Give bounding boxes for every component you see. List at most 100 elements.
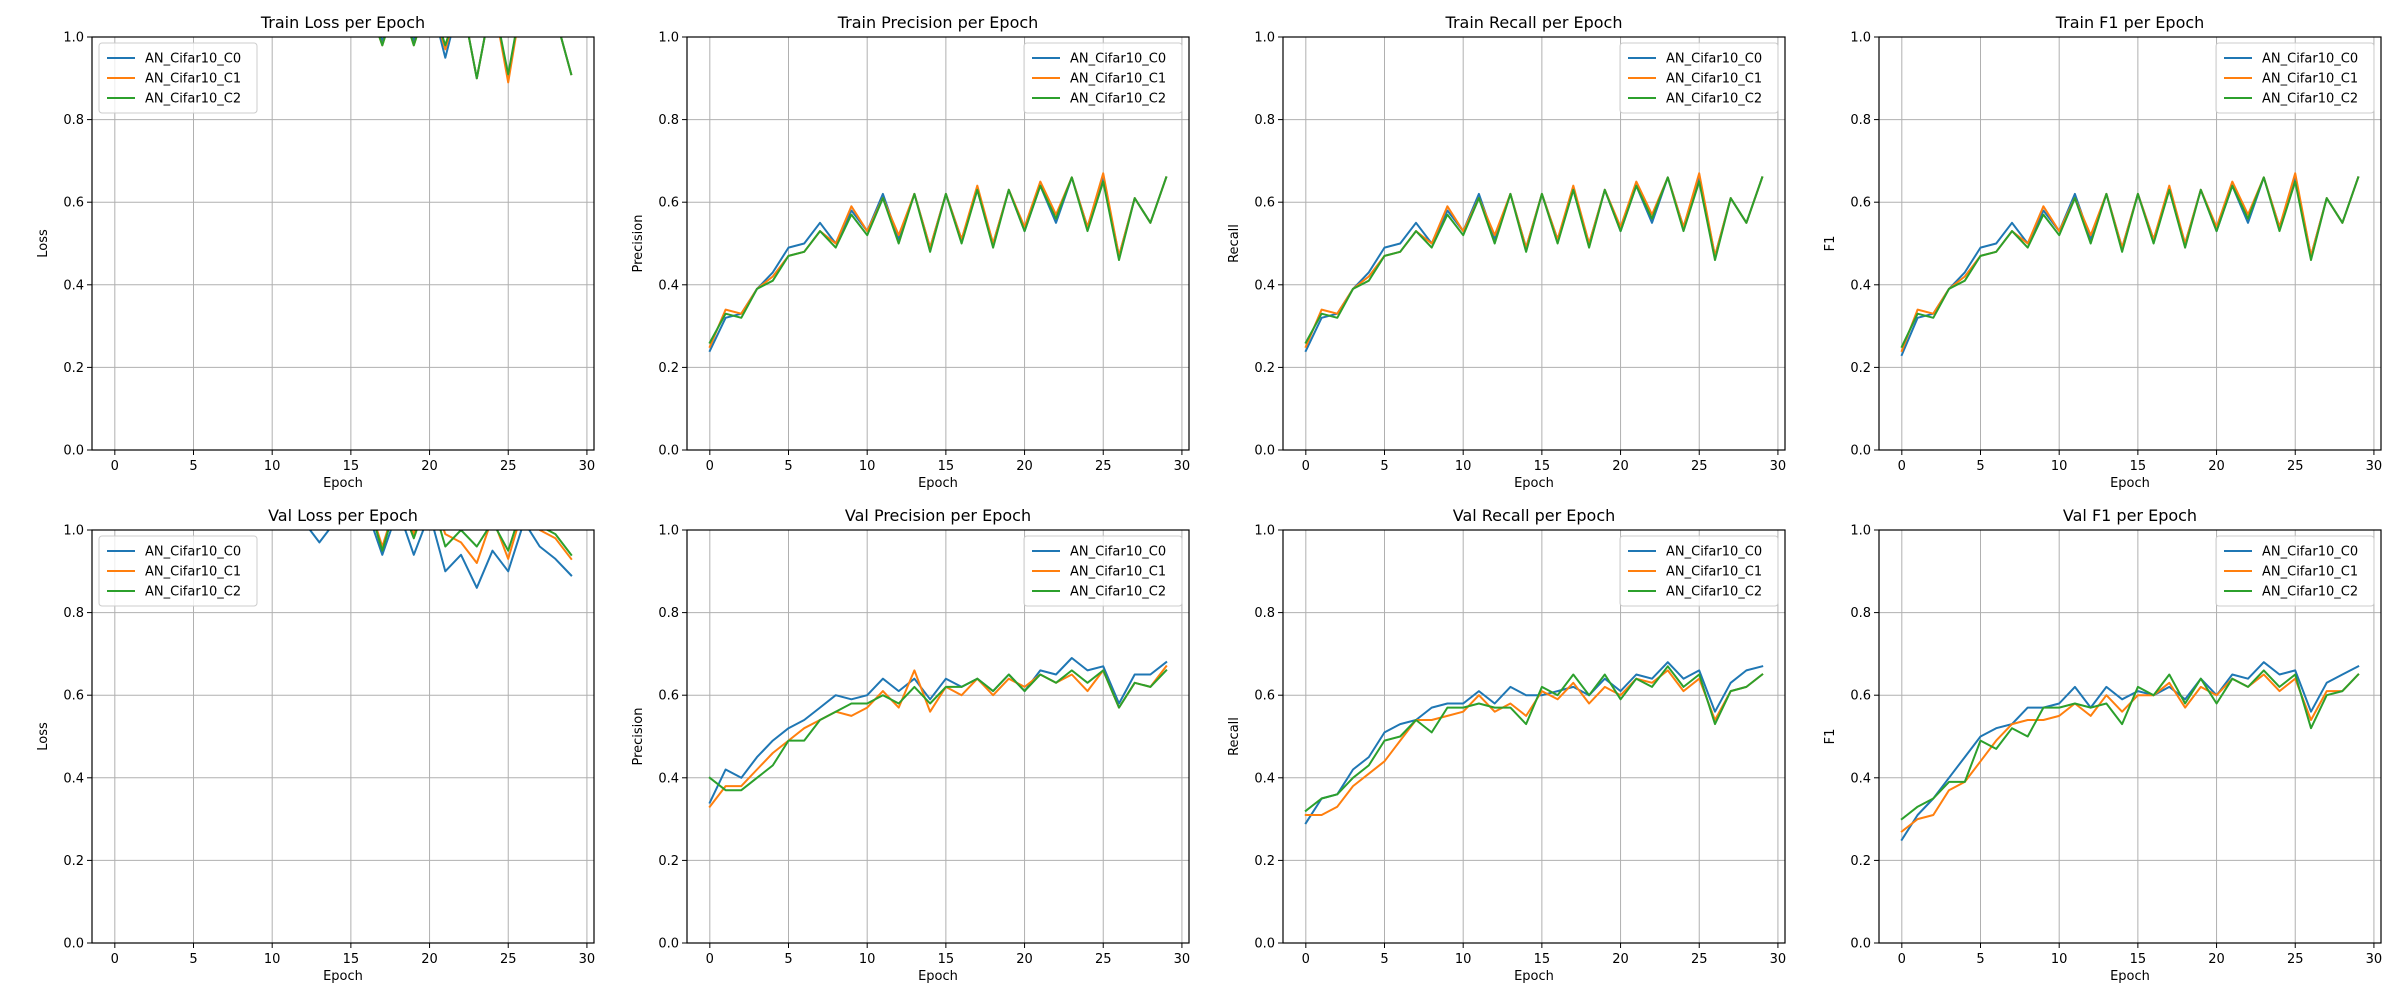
chart-title: Train Precision per Epoch [837, 13, 1039, 32]
x-axis-label: Epoch [2110, 969, 2150, 984]
x-tick-label: 25 [1691, 459, 1708, 474]
y-tick-label: 0.4 [658, 771, 679, 786]
series-group [708, 657, 1168, 809]
chart-title: Train F1 per Epoch [2055, 13, 2205, 32]
x-tick-label: 30 [579, 459, 596, 474]
legend-box [1023, 42, 1183, 114]
legend-label: AN_Cifar10_C2 [145, 585, 241, 600]
x-axis-label: Epoch [1514, 476, 1554, 491]
legend-label: AN_Cifar10_C0 [1666, 545, 1762, 560]
y-axis-label: F1 [1823, 236, 1838, 252]
x-tick-label: 20 [1612, 952, 1629, 967]
legend-label: AN_Cifar10_C1 [2262, 72, 2358, 87]
x-tick-label: 5 [784, 459, 792, 474]
chart-title: Train Loss per Epoch [260, 13, 425, 32]
series-line-c0 [708, 176, 1168, 353]
legend-label: AN_Cifar10_C2 [2262, 92, 2358, 107]
legend-label: AN_Cifar10_C0 [1666, 52, 1762, 67]
x-tick-label: 15 [343, 459, 360, 474]
chart-title: Val Recall per Epoch [1453, 506, 1616, 525]
y-tick-label: 0.8 [1254, 113, 1275, 128]
axes-frame [91, 36, 595, 451]
legend-label: AN_Cifar10_C1 [145, 565, 241, 580]
subplot-3: 0 5 10 15 20 25 30 0.0 0.2 0.4 0.6 0.8 1.0 Train Reca… [1227, 13, 1786, 491]
legend-label: AN_Cifar10_C0 [145, 545, 241, 560]
x-tick-label: 15 [2130, 952, 2147, 967]
y-tick-label: 0.0 [658, 444, 679, 459]
y-tick-label: 1.0 [1850, 31, 1871, 46]
y-tick-label: 0.6 [1254, 689, 1275, 704]
x-tick-label: 0 [1302, 952, 1310, 967]
y-tick-label: 1.0 [1254, 524, 1275, 539]
legend-label: AN_Cifar10_C1 [1070, 72, 1166, 87]
subplot-7: 0 5 10 15 20 25 30 0.0 0.2 0.4 0.6 0.8 1.0 Val Recall… [1227, 506, 1786, 984]
legend-label: AN_Cifar10_C2 [1070, 585, 1166, 600]
subplot-5: 0 5 10 15 20 25 30 0.0 0.2 0.4 0.6 0.8 1.0 Val Loss p… [36, 506, 595, 984]
y-axis-label: Recall [1227, 717, 1242, 756]
axes-frame [686, 36, 1190, 451]
legend: AN_Cifar10_C0 AN_Cifar10_C1 AN_Cifar10_C2 [98, 535, 258, 607]
series-line-c2 [708, 176, 1168, 344]
legend-label: AN_Cifar10_C2 [1666, 92, 1762, 107]
legend-box [98, 535, 258, 607]
legend-box [98, 42, 258, 114]
legend: AN_Cifar10_C0 AN_Cifar10_C1 AN_Cifar10_C2 [1023, 42, 1183, 114]
x-tick-label: 10 [1455, 952, 1472, 967]
y-tick-label: 0.2 [63, 854, 84, 869]
x-tick-label: 30 [1174, 459, 1191, 474]
legend-label: AN_Cifar10_C1 [1666, 565, 1762, 580]
y-tick-label: 0.0 [63, 444, 84, 459]
y-tick-label: 0.6 [658, 196, 679, 211]
y-tick-label: 0.0 [1254, 937, 1275, 952]
x-tick-label: 30 [1770, 952, 1787, 967]
y-tick-label: 0.6 [63, 196, 84, 211]
legend-label: AN_Cifar10_C1 [2262, 565, 2358, 580]
y-tick-label: 0.2 [63, 361, 84, 376]
y-tick-label: 0.2 [1254, 854, 1275, 869]
series-line-c1 [376, 530, 573, 564]
legend: AN_Cifar10_C0 AN_Cifar10_C1 AN_Cifar10_C2 [98, 42, 258, 114]
y-axis-label: Recall [1227, 224, 1242, 263]
legend-label: AN_Cifar10_C0 [1070, 545, 1166, 560]
legend-label: AN_Cifar10_C0 [1070, 52, 1166, 67]
chart-title: Val Precision per Epoch [845, 506, 1031, 525]
series-line-c2 [1304, 176, 1764, 344]
x-tick-label: 0 [1898, 459, 1906, 474]
y-tick-label: 0.8 [1850, 606, 1871, 621]
x-tick-label: 20 [2208, 459, 2225, 474]
legend-box [1023, 535, 1183, 607]
y-tick-label: 0.4 [63, 771, 84, 786]
y-tick-label: 0.8 [658, 113, 679, 128]
x-tick-label: 15 [1534, 952, 1551, 967]
y-tick-label: 0.6 [1850, 196, 1871, 211]
y-tick-label: 0.2 [1850, 361, 1871, 376]
series-line-c1 [1900, 673, 2360, 833]
series-line-c2 [1900, 176, 2360, 349]
series-group [1900, 661, 2360, 842]
axes-frame [686, 529, 1190, 944]
chart-title: Val F1 per Epoch [2063, 506, 2197, 525]
legend-label: AN_Cifar10_C0 [145, 52, 241, 67]
legend-box [1619, 42, 1779, 114]
x-tick-label: 10 [2051, 459, 2068, 474]
x-tick-label: 15 [1534, 459, 1551, 474]
x-tick-label: 5 [784, 952, 792, 967]
x-tick-label: 15 [938, 459, 955, 474]
y-tick-label: 1.0 [1254, 31, 1275, 46]
legend-label: AN_Cifar10_C1 [1666, 72, 1762, 87]
y-tick-label: 0.0 [63, 937, 84, 952]
y-tick-label: 0.8 [658, 606, 679, 621]
subplot-4: 0 5 10 15 20 25 30 0.0 0.2 0.4 0.6 0.8 1.0 Train F1 p… [1823, 13, 2382, 491]
x-tick-label: 30 [1770, 459, 1787, 474]
x-tick-label: 25 [1095, 952, 1112, 967]
x-axis-label: Epoch [2110, 476, 2150, 491]
x-tick-label: 20 [1016, 459, 1033, 474]
y-tick-label: 0.6 [63, 689, 84, 704]
y-tick-label: 0.4 [1850, 278, 1871, 293]
y-axis-label: F1 [1823, 729, 1838, 745]
y-tick-label: 0.0 [1254, 444, 1275, 459]
x-tick-label: 10 [859, 952, 876, 967]
x-tick-label: 10 [2051, 952, 2068, 967]
series-group [708, 172, 1168, 353]
x-tick-label: 25 [1691, 952, 1708, 967]
